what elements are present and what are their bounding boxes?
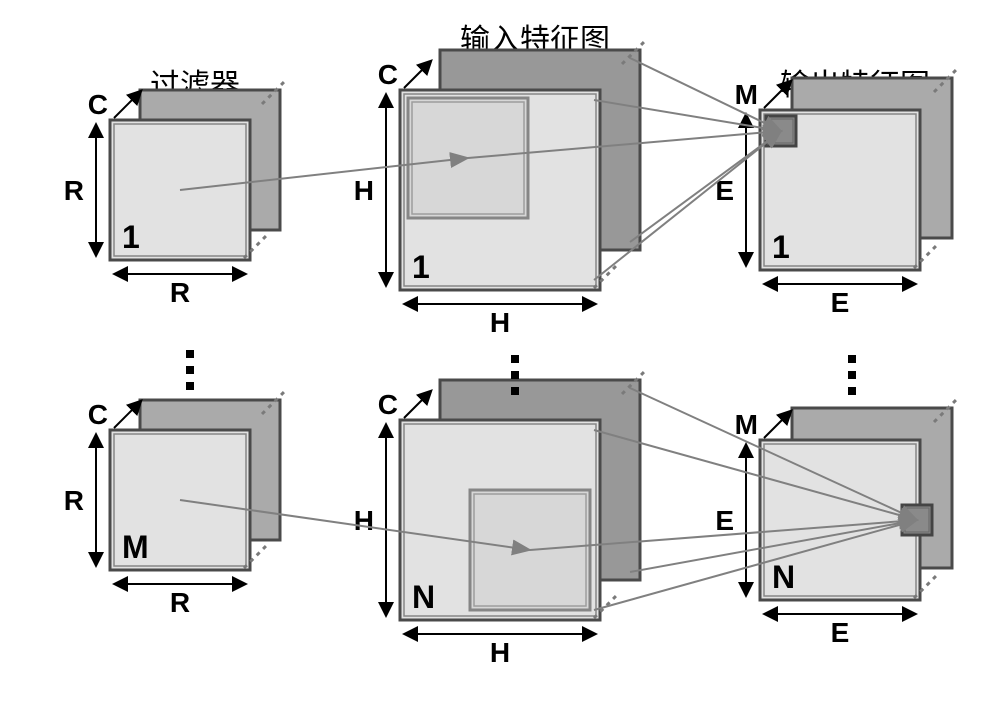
svg-text:N: N: [772, 559, 795, 595]
svg-text:C: C: [378, 59, 398, 90]
input-stack-bottom: C H H N: [354, 372, 644, 668]
svg-text:H: H: [354, 175, 374, 206]
input-stack-top: C H H 1: [354, 42, 644, 338]
svg-text:M: M: [735, 409, 758, 440]
svg-text:R: R: [170, 277, 190, 308]
svg-text:1: 1: [772, 229, 790, 265]
svg-text:H: H: [490, 307, 510, 338]
svg-text:1: 1: [122, 219, 140, 255]
filter-stack-top: CRR1: [64, 82, 284, 308]
output-stack-top: M E E 1: [715, 70, 956, 318]
filter-stack-bottom: CRRM: [64, 392, 284, 618]
svg-text:E: E: [831, 617, 850, 648]
svg-text:E: E: [715, 175, 734, 206]
svg-text:R: R: [170, 587, 190, 618]
svg-text:C: C: [88, 399, 108, 430]
svg-text:H: H: [354, 505, 374, 536]
output-stack-bottom: M E E N: [715, 400, 956, 648]
svg-text:C: C: [88, 89, 108, 120]
svg-text:R: R: [64, 485, 84, 516]
svg-text:E: E: [715, 505, 734, 536]
svg-text:M: M: [735, 79, 758, 110]
svg-text:C: C: [378, 389, 398, 420]
svg-text:N: N: [412, 579, 435, 615]
svg-text:E: E: [831, 287, 850, 318]
svg-text:M: M: [122, 529, 149, 565]
svg-text:H: H: [490, 637, 510, 668]
svg-text:R: R: [64, 175, 84, 206]
svg-text:1: 1: [412, 249, 430, 285]
